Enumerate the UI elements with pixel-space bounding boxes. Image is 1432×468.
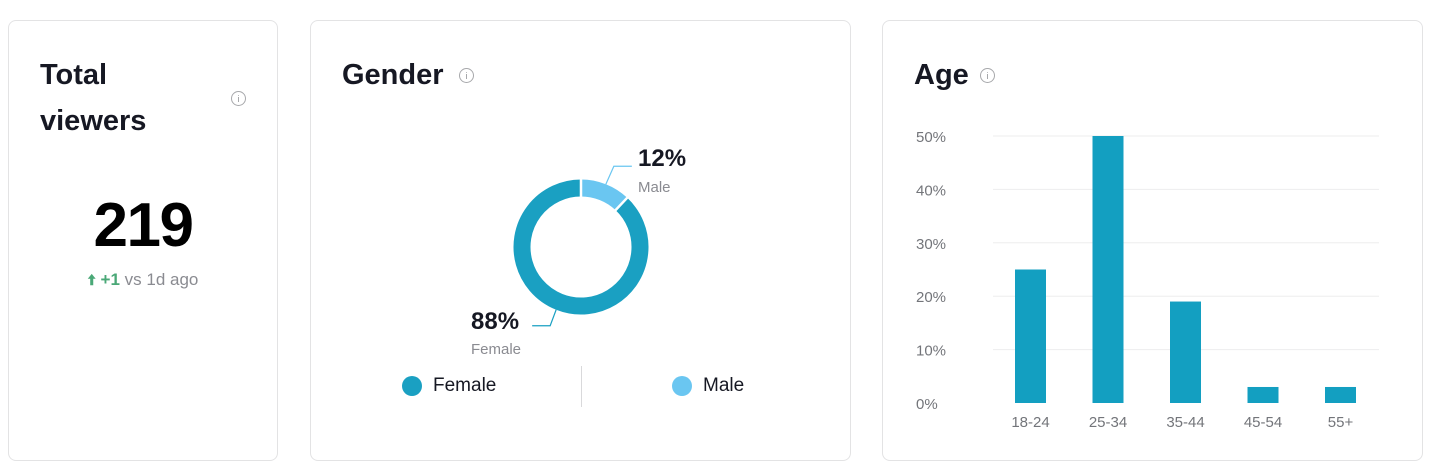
y-tick-label: 50%: [916, 129, 946, 146]
bar-25-34[interactable]: [1092, 136, 1124, 403]
y-tick-label: 40%: [916, 182, 946, 199]
gender-card: Gender 12% Male 88% Female Female Male: [310, 20, 851, 461]
x-tick-label: 55+: [1328, 414, 1354, 431]
x-tick-label: 35-44: [1166, 414, 1204, 431]
y-tick-label: 10%: [916, 343, 946, 360]
female-percent-label: 88%: [471, 308, 519, 335]
bar-18-24[interactable]: [1015, 269, 1046, 404]
total-viewers-title: Total viewers: [40, 59, 147, 137]
gender-title: Gender: [342, 59, 444, 91]
donut-slice-male[interactable]: [580, 179, 628, 211]
arrow-up-icon: 🠩: [87, 272, 96, 289]
total-viewers-card: Total viewers 219 🠩 +1 vs 1d ago: [8, 20, 278, 461]
bar-35-44[interactable]: [1170, 301, 1201, 403]
male-leader-line: [605, 165, 632, 185]
total-viewers-value: 219: [93, 191, 194, 260]
info-icon[interactable]: [231, 91, 246, 106]
age-card: Age 0% 10% 20% 30% 40% 50% 18-24 25-34 35-44 45-5…: [882, 20, 1423, 461]
legend-item-female[interactable]: Female: [402, 373, 496, 399]
legend-swatch-male: [672, 376, 692, 396]
gender-donut-chart: 12% Male 88% Female: [471, 145, 686, 358]
donut-separator: [613, 196, 629, 212]
legend-swatch-female: [402, 376, 422, 396]
info-icon[interactable]: [459, 68, 474, 83]
info-icon[interactable]: [980, 68, 995, 83]
male-percent-label: 12%: [638, 145, 686, 172]
female-slice-label: Female: [471, 341, 521, 358]
y-tick-label: 30%: [916, 236, 946, 253]
legend-label-male: Male: [703, 375, 745, 396]
total-viewers-change: 🠩 +1 vs 1d ago: [9, 269, 277, 292]
female-leader-line: [532, 309, 557, 327]
legend-item-male[interactable]: Male: [672, 373, 744, 399]
donut-slice-female[interactable]: [513, 179, 649, 315]
male-slice-label: Male: [638, 179, 671, 196]
change-delta: +1: [100, 270, 120, 289]
x-tick-label: 25-34: [1089, 414, 1127, 431]
x-tick-label: 45-54: [1244, 414, 1282, 431]
y-tick-label: 0%: [916, 396, 938, 413]
age-title: Age: [914, 59, 969, 91]
legend-label-female: Female: [433, 375, 497, 396]
bar-45-54[interactable]: [1247, 386, 1279, 403]
change-reference: vs 1d ago: [124, 270, 199, 289]
age-bar-chart: 0% 10% 20% 30% 40% 50% 18-24 25-34 35-44 45-54 55+: [916, 129, 1379, 431]
legend-divider: [581, 366, 582, 407]
bar-55+[interactable]: [1325, 386, 1356, 403]
y-tick-label: 20%: [916, 289, 946, 306]
x-tick-label: 18-24: [1011, 414, 1049, 431]
